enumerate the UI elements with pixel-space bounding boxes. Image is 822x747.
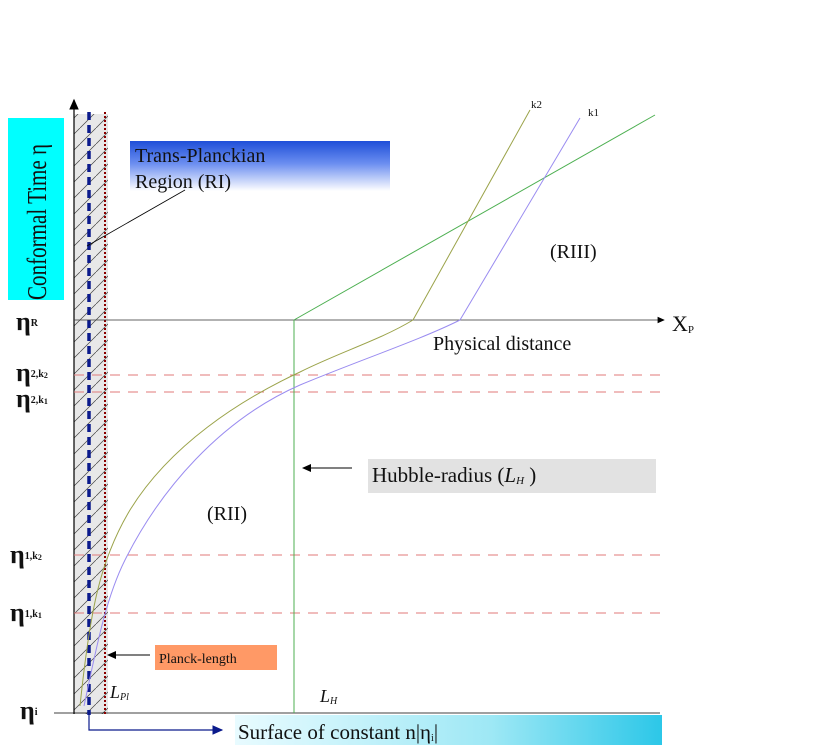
eta-r-label: ηR [16,307,39,336]
physical-distance-label: Physical distance [433,333,571,355]
trans-planckian-strip [74,114,108,714]
eta-i-label: ηi [20,696,38,725]
region-r2-label: (RII) [207,503,247,525]
hubble-radius-curve [293,114,656,713]
trans-planckian-box: Trans-Planckian Region (RI) [130,141,390,193]
k2-label: k2 [531,99,542,111]
conformal-time-label: Conformal Time η [8,118,64,300]
l-h-label: LH [319,686,338,707]
surface-callout: Surface of constant n|ηi| [88,712,662,745]
x-axis-label: XP [672,311,694,336]
planck-length-callout: Planck-length [107,645,277,670]
k1-mode-curve [83,117,581,707]
surface-arrow [88,712,224,735]
trans-planckian-line1: Trans-Planckian [135,145,265,167]
trans-planckian-line2: Region (RI) [135,171,231,193]
eta-1k1-label: η1,k1 [10,598,42,627]
eta-2k1-label: η2,k1 [16,384,48,413]
y-axis-label: Conformal Time η [23,144,53,300]
region-r3-label: (RIII) [550,241,597,263]
surface-label: Surface of constant n|ηi| [238,720,438,744]
eta-2k2-label: η2,k2 [16,358,48,387]
l-pl-label: LPl [109,682,129,703]
eta-1k2-label: η1,k2 [10,540,42,569]
k1-label: k1 [588,107,599,119]
planck-length-label: Planck-length [159,652,237,667]
trans-planckian-leader [86,189,186,247]
k2-mode-curve [79,109,531,707]
hubble-radius-callout: Hubble-radius (LH ) [302,459,656,493]
hubble-radius-label: Hubble-radius (LH ) [372,463,536,487]
